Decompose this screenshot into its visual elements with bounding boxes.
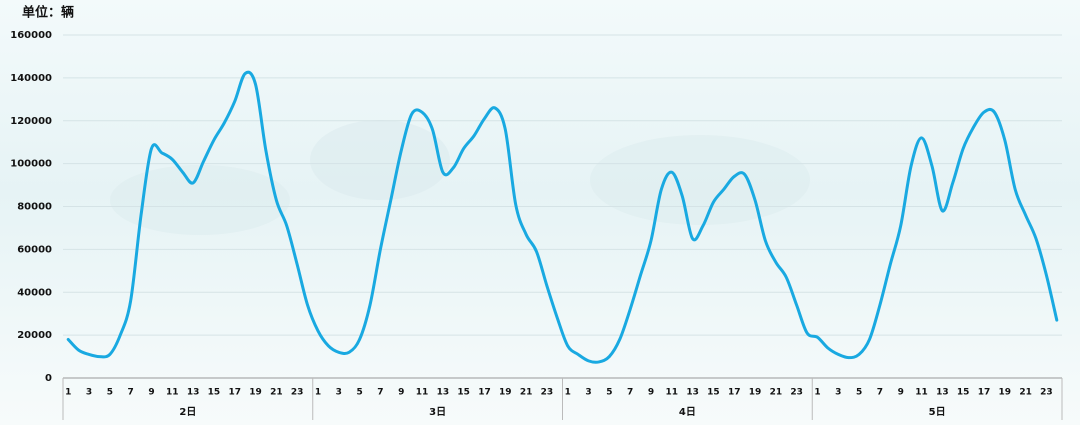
x-tick-label: 7	[627, 388, 633, 398]
x-tick-label: 13	[936, 388, 949, 398]
x-tick-label: 1	[65, 388, 71, 398]
x-tick-label: 15	[957, 388, 970, 398]
x-group-label: 3日	[429, 406, 446, 418]
x-tick-label: 9	[898, 388, 904, 398]
y-tick-label: 120000	[10, 116, 52, 127]
x-tick-label: 9	[648, 388, 654, 398]
x-tick-label: 7	[877, 388, 883, 398]
x-tick-label: 7	[377, 388, 383, 398]
y-tick-label: 0	[45, 373, 52, 384]
x-tick-label: 23	[790, 388, 803, 398]
x-tick-label: 3	[86, 388, 92, 398]
x-tick-label: 17	[228, 388, 241, 398]
x-tick-label: 1	[315, 388, 321, 398]
x-tick-label: 23	[1040, 388, 1053, 398]
x-tick-label: 15	[707, 388, 720, 398]
x-group-label: 5日	[929, 406, 946, 418]
y-tick-label: 100000	[10, 159, 52, 170]
x-tick-label: 17	[978, 388, 991, 398]
x-tick-label: 15	[457, 388, 470, 398]
x-tick-label: 1	[814, 388, 820, 398]
x-tick-label: 23	[291, 388, 304, 398]
bg-hill	[310, 120, 450, 200]
x-tick-label: 5	[107, 388, 113, 398]
x-tick-label: 21	[770, 388, 783, 398]
x-tick-label: 13	[187, 388, 200, 398]
x-tick-label: 15	[208, 388, 221, 398]
x-tick-label: 19	[249, 388, 262, 398]
x-tick-label: 21	[520, 388, 533, 398]
x-tick-label: 3	[835, 388, 841, 398]
x-tick-label: 5	[356, 388, 362, 398]
bg-hill	[590, 135, 810, 225]
x-tick-label: 3	[336, 388, 342, 398]
y-tick-label: 20000	[17, 330, 52, 341]
x-tick-label: 19	[499, 388, 512, 398]
line-series	[66, 70, 1059, 364]
y-tick-label: 60000	[17, 244, 52, 255]
x-tick-label: 3	[585, 388, 591, 398]
x-tick-label: 13	[686, 388, 699, 398]
y-tick-label: 80000	[17, 202, 52, 213]
x-tick-label: 21	[270, 388, 283, 398]
x-tick-label: 13	[437, 388, 450, 398]
x-tick-label: 11	[666, 388, 679, 398]
y-tick-label: 140000	[10, 73, 52, 84]
x-tick-label: 17	[728, 388, 741, 398]
x-tick-label: 5	[856, 388, 862, 398]
y-tick-label: 40000	[17, 287, 52, 298]
x-tick-label: 11	[416, 388, 429, 398]
x-group-label: 2日	[179, 406, 196, 418]
x-tick-label: 17	[478, 388, 491, 398]
y-tick-label: 160000	[10, 30, 52, 41]
x-tick-label: 1	[565, 388, 571, 398]
bg-hill	[110, 165, 290, 235]
x-tick-label: 19	[999, 388, 1012, 398]
x-tick-label: 9	[398, 388, 404, 398]
x-tick-label: 7	[128, 388, 134, 398]
x-tick-label: 11	[915, 388, 928, 398]
x-tick-label: 21	[1019, 388, 1032, 398]
x-group-label: 4日	[679, 406, 696, 418]
x-tick-label: 11	[166, 388, 179, 398]
x-tick-label: 23	[541, 388, 554, 398]
x-tick-label: 9	[148, 388, 154, 398]
y-axis-label: 单位：辆	[22, 5, 74, 21]
x-tick-label: 5	[606, 388, 612, 398]
x-tick-label: 19	[749, 388, 762, 398]
